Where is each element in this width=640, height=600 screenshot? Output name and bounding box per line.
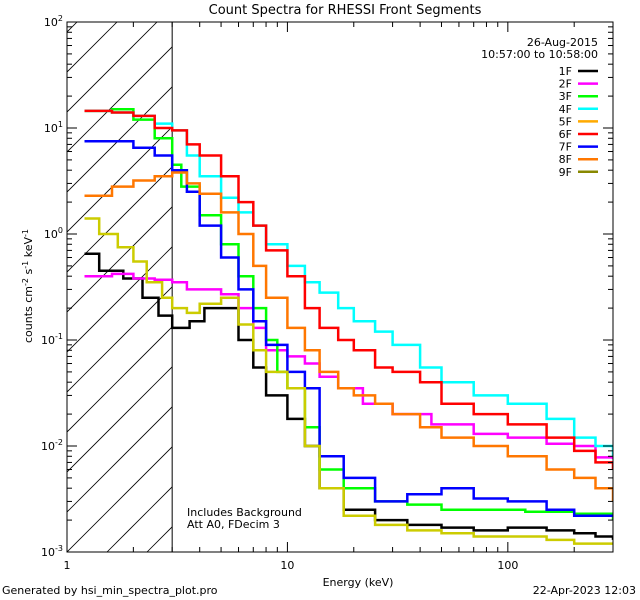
y-tick-label: 10-3: [41, 544, 63, 559]
y-label-part-1: counts cm: [22, 286, 35, 343]
legend-label-6F: 6F: [559, 128, 572, 141]
y-label-exp-2: -1: [21, 261, 30, 269]
y-label-exp-3: -1: [21, 229, 30, 237]
legend-label-7F: 7F: [559, 141, 572, 154]
time-range-label: 10:57:00 to 10:58:00: [481, 48, 598, 61]
series-line-7F: [85, 141, 614, 516]
x-tick-label: 1: [64, 559, 71, 572]
series-line-4F: [85, 111, 614, 456]
chart-title: Count Spectra for RHESSI Front Segments: [209, 3, 482, 18]
legend-label-4F: 4F: [559, 103, 572, 116]
y-label-part-2: s: [22, 268, 35, 277]
timestamp-label: 22-Apr-2023 12:03: [533, 584, 636, 597]
series-layer: [85, 109, 614, 543]
x-tick-label: 100: [497, 559, 518, 572]
x-axis-label: Energy (keV): [323, 576, 394, 589]
y-tick-label: 101: [44, 120, 63, 135]
hatch-line: [387, 0, 640, 552]
hatch-line: [0, 0, 547, 552]
y-label-exp-1: -2: [21, 278, 30, 286]
y-tick-label: 10-2: [41, 438, 63, 453]
series-line-2F: [85, 274, 614, 459]
legend-label-8F: 8F: [559, 153, 572, 166]
series-line-8F: [85, 173, 614, 502]
legend-label-9F: 9F: [559, 166, 572, 179]
generated-by-label: Generated by hsi_min_spectra_plot.pro: [2, 584, 218, 597]
plot-frame: [67, 22, 613, 552]
spectra-plot: Count Spectra for RHESSI Front Segments …: [0, 0, 640, 600]
hatch-line: [627, 0, 640, 552]
legend-label-2F: 2F: [559, 78, 572, 91]
legend-label-1F: 1F: [559, 65, 572, 78]
y-tick-label: 102: [44, 14, 63, 29]
legend-label-5F: 5F: [559, 115, 572, 128]
y-tick-label: 100: [44, 226, 63, 241]
annotation-attenuator: Att A0, FDecim 3: [187, 518, 280, 531]
y-axis-label: counts cm-2 s-1 keV-1: [21, 229, 35, 343]
hatch-line: [0, 0, 307, 552]
y-label-part-3: keV: [22, 237, 35, 261]
legend-label-3F: 3F: [559, 90, 572, 103]
y-tick-label: 10-1: [41, 332, 63, 347]
hatch-line: [0, 0, 427, 552]
x-tick-label: 10: [280, 559, 294, 572]
